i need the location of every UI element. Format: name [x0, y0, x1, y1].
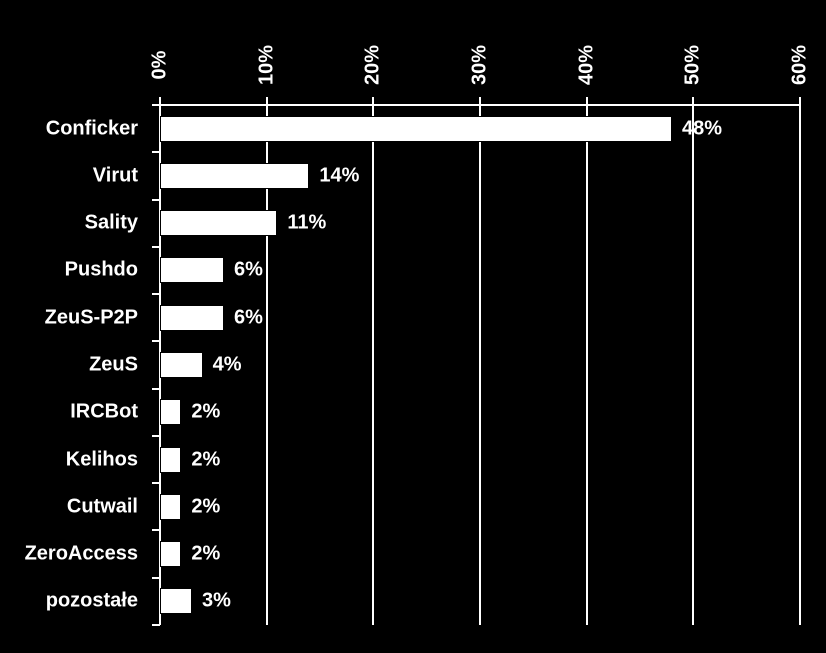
- category-label: ZeuS-P2P: [45, 306, 138, 329]
- grid-line: [372, 105, 374, 625]
- x-tick-label: 10%: [255, 45, 278, 85]
- x-tick-label: 20%: [362, 45, 385, 85]
- bar: [160, 305, 224, 331]
- bar: [160, 494, 181, 520]
- bar: [160, 399, 181, 425]
- y-tick-mark: [152, 482, 160, 484]
- x-tick-label: 40%: [575, 45, 598, 85]
- category-label: Kelihos: [66, 448, 138, 471]
- value-label: 6%: [234, 259, 263, 282]
- y-tick-mark: [152, 577, 160, 579]
- category-label: IRCBot: [70, 401, 138, 424]
- value-label: 6%: [234, 306, 263, 329]
- category-label: ZeroAccess: [25, 543, 138, 566]
- category-label: Conficker: [46, 117, 138, 140]
- x-axis-line: [160, 104, 800, 106]
- grid-line: [479, 105, 481, 625]
- grid-line: [799, 105, 801, 625]
- y-tick-mark: [152, 199, 160, 201]
- x-tick-label: 30%: [469, 45, 492, 85]
- value-label: 4%: [213, 354, 242, 377]
- grid-line: [692, 105, 694, 625]
- bar: [160, 352, 203, 378]
- value-label: 2%: [191, 448, 220, 471]
- category-label: Cutwail: [67, 495, 138, 518]
- bar: [160, 588, 192, 614]
- bar: [160, 210, 277, 236]
- bar: [160, 257, 224, 283]
- y-tick-mark: [152, 104, 160, 106]
- bar: [160, 447, 181, 473]
- grid-line: [586, 105, 588, 625]
- x-tick-label: 60%: [789, 45, 812, 85]
- y-tick-mark: [152, 388, 160, 390]
- category-label: ZeuS: [89, 354, 138, 377]
- value-label: 3%: [202, 590, 231, 613]
- value-label: 14%: [319, 164, 359, 187]
- category-label: Sality: [85, 212, 138, 235]
- value-label: 2%: [191, 401, 220, 424]
- y-tick-mark: [152, 293, 160, 295]
- bar: [160, 116, 672, 142]
- category-label: Virut: [93, 164, 138, 187]
- category-label: pozostałe: [46, 590, 138, 613]
- value-label: 2%: [191, 495, 220, 518]
- y-tick-mark: [152, 246, 160, 248]
- category-label: Pushdo: [65, 259, 138, 282]
- x-tick-label: 0%: [149, 51, 172, 80]
- value-label: 48%: [682, 117, 722, 140]
- x-tick-label: 50%: [682, 45, 705, 85]
- bar: [160, 163, 309, 189]
- y-tick-mark: [152, 624, 160, 626]
- y-tick-mark: [152, 340, 160, 342]
- chart-root: 0% 10% 20% 30% 40% 50% 60% Conficker 48% Virut 14%…: [0, 0, 826, 653]
- bar: [160, 541, 181, 567]
- y-tick-mark: [152, 151, 160, 153]
- y-tick-mark: [152, 529, 160, 531]
- value-label: 2%: [191, 543, 220, 566]
- y-tick-mark: [152, 435, 160, 437]
- value-label: 11%: [287, 212, 326, 235]
